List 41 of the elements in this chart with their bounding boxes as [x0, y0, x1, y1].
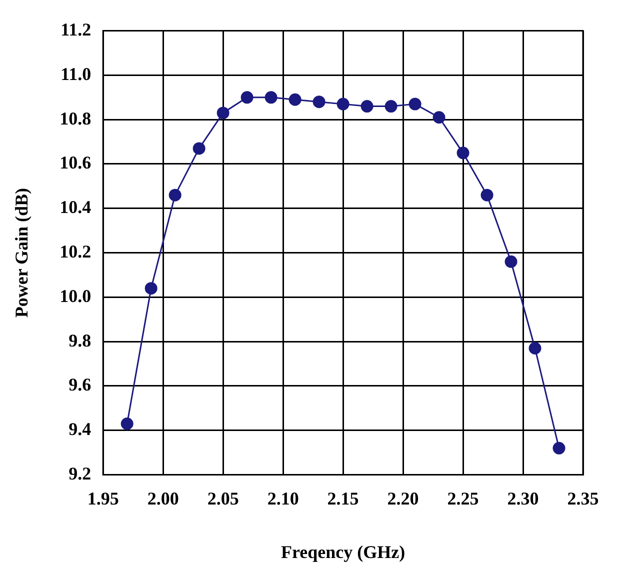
- point: [144, 282, 158, 295]
- x-tick-label: 2.30: [507, 488, 539, 508]
- x-axis-title: Freqency (GHz): [280, 542, 406, 562]
- point: [360, 100, 374, 113]
- point: [456, 146, 470, 160]
- point: [216, 106, 230, 120]
- point: [504, 255, 518, 268]
- y-tick-label: 10.2: [60, 241, 92, 262]
- y-tick-label: 9.2: [68, 463, 92, 484]
- point: [288, 93, 302, 106]
- y-tick-label: 9.6: [68, 374, 92, 395]
- x-tick-label: 2.20: [387, 488, 419, 508]
- point: [120, 417, 134, 430]
- y-tick-label: 9.4: [68, 419, 92, 440]
- x-tick-label: 2.05: [207, 488, 239, 508]
- point: [264, 91, 278, 104]
- x-tick-label: 1.95: [87, 488, 119, 508]
- y-axis-title: Power Gain (dB): [11, 188, 32, 318]
- point: [408, 98, 422, 110]
- x-tick-label: 2.00: [147, 488, 179, 508]
- y-tick-label: 9.8: [68, 330, 92, 350]
- point: [384, 100, 398, 113]
- x-tick-label: 2.10: [267, 488, 299, 508]
- x-tick-label: 2.35: [567, 488, 599, 508]
- y-tick-label: 10.0: [60, 286, 92, 306]
- point: [312, 96, 326, 108]
- point: [552, 442, 566, 454]
- point: [192, 142, 206, 155]
- point: [240, 91, 254, 104]
- y-tick-label: 10.6: [60, 152, 92, 173]
- point: [528, 342, 542, 355]
- y-tick-label: 11.0: [60, 64, 92, 84]
- x-tick-label: 2.15: [327, 488, 359, 508]
- y-tick-label: 10.8: [60, 108, 92, 128]
- point: [480, 188, 494, 202]
- y-tick-label: 10.4: [60, 197, 92, 218]
- x-tick-label: 2.25: [447, 488, 479, 508]
- point: [168, 188, 182, 202]
- point: [336, 98, 350, 110]
- y-tick-label: 11.2: [60, 19, 92, 40]
- point: [432, 111, 446, 124]
